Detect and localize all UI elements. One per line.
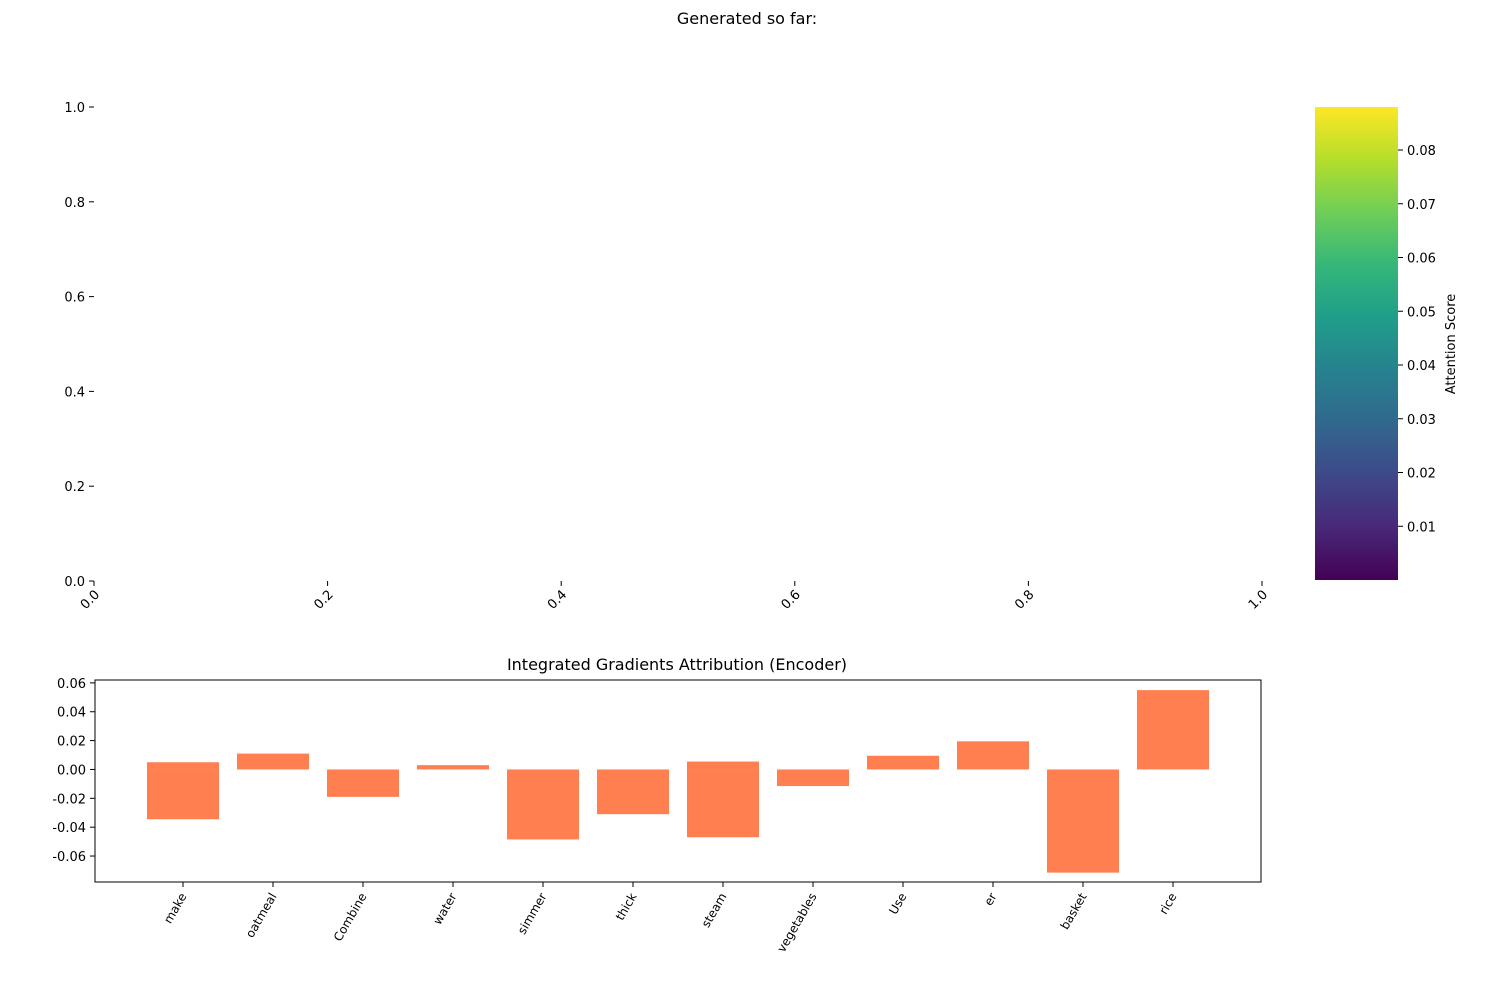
bar-chart-x-ticks: make oatmeal Combine water simmer thick steam v… [161,882,1180,955]
positive-bar-water [417,765,489,770]
heatmap-x-tick-label: 0.6 [779,587,804,612]
negative-bar-combine [327,769,399,797]
bar-y-tick-label: 0.02 [57,735,86,750]
heatmap-x-tick-label: 0.2 [311,587,336,612]
positive-bar-oatmeal [237,753,309,770]
negative-bar-thick [597,769,669,815]
colorbar-tick-label: 0.03 [1407,413,1436,428]
bar-y-tick-label: 0.06 [57,677,86,692]
colorbar-label: Attention Score [1444,294,1459,395]
heatmap-x-tick-label: 0.0 [78,587,103,612]
bar-y-tick-label: -0.04 [52,821,86,836]
bar-y-tick-label: 0.00 [57,763,86,778]
heatmap-x-tick-label: 0.8 [1012,587,1037,612]
bar-x-tick-label: rice [1156,891,1179,917]
bar-chart-panel: Integrated Gradients Attribution (Encode… [52,655,1262,955]
positive-bar-er [957,741,1029,770]
heatmap-y-ticks: 0.0 0.2 0.4 0.6 0.8 1.0 [64,101,94,590]
positive-bar-steam [687,761,759,770]
bar-x-tick-label: basket [1058,890,1090,932]
positive-bar-make [147,762,219,770]
bar-y-tick-label: -0.02 [52,792,86,807]
bar-x-tick-label: thick [613,890,640,922]
negative-bar-simmer [507,769,579,840]
bar-x-tick-label: water [430,890,459,927]
bar-x-tick-label: Use [886,891,909,917]
heatmap-x-tick-label: 1.0 [1246,587,1271,612]
colorbar-tick-label: 0.08 [1407,144,1436,159]
colorbar-gradient [1315,107,1398,580]
negative-bar-basket [1047,769,1119,873]
colorbar-tick-label: 0.02 [1407,467,1436,482]
heatmap-x-tick-label: 0.4 [545,587,570,612]
positive-bar-use [867,755,939,770]
colorbar-ticks: 0.01 0.02 0.03 0.04 0.05 0.06 0.07 0.08 [1398,144,1436,535]
heatmap-y-tick-label: 0.4 [64,385,85,400]
colorbar-tick-label: 0.06 [1407,252,1436,267]
bar-x-tick-label: er [981,890,999,908]
heatmap-y-tick-label: 0.0 [64,575,85,590]
bar-x-tick-label: vegetables [774,891,819,955]
heatmap-y-tick-label: 0.2 [64,480,85,495]
colorbar-tick-label: 0.07 [1407,198,1436,213]
heatmap-title: Generated so far: [677,9,817,28]
colorbar-tick-label: 0.04 [1407,359,1436,374]
heatmap-y-tick-label: 0.8 [64,196,85,211]
negative-bar-steam [687,769,759,838]
heatmap-y-tick-label: 1.0 [64,101,85,116]
bar-chart-y-ticks: -0.06 -0.04 -0.02 0.00 0.02 0.04 0.06 [52,677,95,865]
negative-bar-vegetables [777,769,849,787]
bar-x-tick-label: oatmeal [243,891,280,941]
colorbar-tick-label: 0.05 [1407,305,1436,320]
bar-x-tick-label: make [161,891,190,927]
bar-y-tick-label: 0.04 [57,706,86,721]
bar-y-tick-label: -0.06 [52,850,86,865]
heatmap-x-ticks: 0.0 0.2 0.4 0.6 0.8 1.0 [78,581,1271,613]
heatmap-y-tick-label: 0.6 [64,291,85,306]
colorbar-tick-label: 0.01 [1407,520,1436,535]
bars [147,690,1209,873]
positive-bar-rice [1137,690,1209,770]
bar-chart-frame [94,679,1262,883]
bar-chart-title: Integrated Gradients Attribution (Encode… [507,655,847,674]
bar-x-tick-label: steam [699,891,730,930]
heatmap-panel: Generated so far: 0.0 0.2 0.4 0.6 0.8 1.0 0.0… [64,9,1271,613]
bar-x-tick-label: Combine [331,891,370,944]
negative-bar-make [147,769,219,820]
colorbar: 0.01 0.02 0.03 0.04 0.05 0.06 0.07 0.08 Attenti… [1315,107,1459,580]
bar-x-tick-label: simmer [515,890,550,936]
